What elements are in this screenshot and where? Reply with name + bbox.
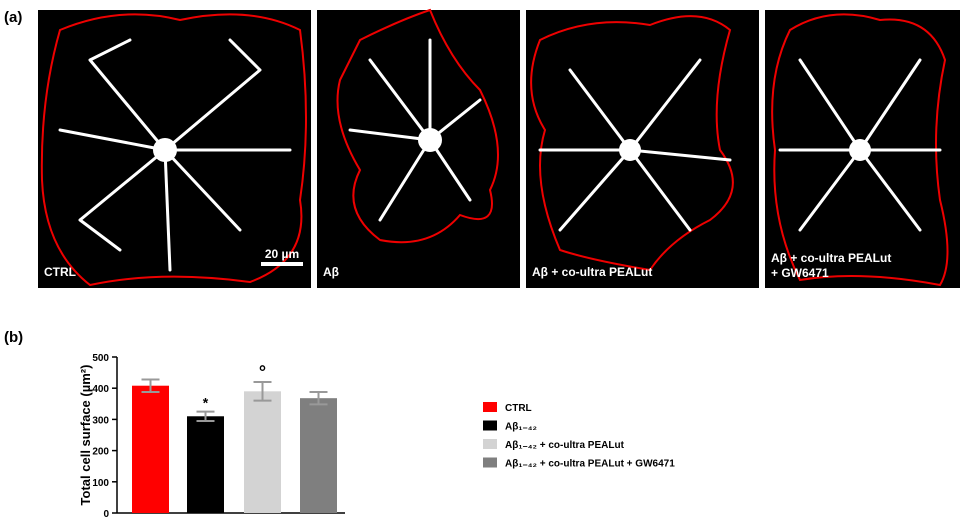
- y-tick-label: 200: [92, 447, 109, 458]
- legend-swatch: [483, 439, 497, 449]
- bar: [244, 391, 281, 513]
- legend-label: CTRL: [505, 403, 532, 414]
- image-label: CTRL: [44, 265, 76, 279]
- y-tick-label: 0: [103, 509, 109, 519]
- panel-label: (b): [4, 329, 23, 346]
- image-label: Aβ + co-ultra PEALut: [532, 265, 652, 279]
- y-axis-title: Total cell surface (µm²): [78, 365, 93, 506]
- legend-label: Aβ₁₋₄₂: [505, 422, 537, 433]
- image-label: Aβ: [323, 265, 339, 279]
- micrograph: CTRL 20 µm: [38, 10, 311, 288]
- micrograph: Aβ: [317, 10, 520, 288]
- bar: [132, 386, 169, 513]
- legend-label: Aβ₁₋₄₂ + co-ultra PEALut: [505, 440, 625, 451]
- micrograph: Aβ + co-ultra PEALut: [526, 10, 759, 288]
- panel-label: (a): [4, 9, 22, 26]
- legend-swatch: [483, 402, 497, 412]
- bar: [300, 398, 337, 513]
- legend-swatch: [483, 458, 497, 468]
- y-tick-label: 500: [92, 353, 109, 364]
- bar: [187, 416, 224, 513]
- y-tick-label: 300: [92, 415, 109, 426]
- scale-bar-label: 20 µm: [265, 247, 299, 261]
- y-tick-label: 400: [92, 384, 109, 395]
- significance-mark: *: [203, 395, 209, 411]
- y-tick-label: 100: [92, 478, 109, 489]
- micrograph: Aβ + co-ultra PEALut+ GW6471: [765, 10, 960, 288]
- significance-mark: °: [259, 362, 266, 382]
- legend-label: Aβ₁₋₄₂ + co-ultra PEALut + GW6471: [505, 459, 675, 470]
- legend-swatch: [483, 421, 497, 431]
- figure: (a) CTRL 20 µm Aβ Aβ + co-ultra PEALut A…: [0, 0, 965, 519]
